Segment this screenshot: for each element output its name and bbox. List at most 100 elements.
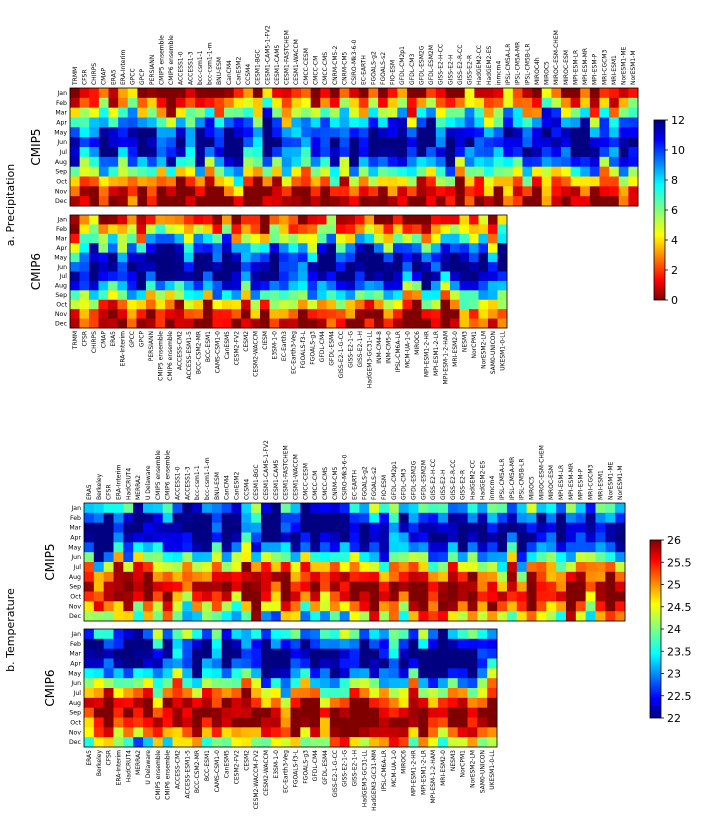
b-temperature-cmip6-cell-bcc-csm2-mr-aug — [192, 697, 203, 709]
a-precipitation-cmip6-month-label: Nov — [55, 311, 67, 318]
a-precipitation-cmip6-model-label: CMIP5 ensemble — [157, 331, 164, 381]
b-temperature-cmip5-cell-gfdl-esm2g-may — [408, 542, 419, 553]
a-precipitation-cmip5-model-label: NorESM1-ME — [621, 46, 628, 85]
a-precipitation-cmip5-cell-gfdl-cm3-sep — [406, 166, 418, 177]
a-precipitation-cmip6-cell-fgoals-f3-l-nov — [298, 309, 308, 320]
a-precipitation-cmip6-cell-mpi-esm1-2-hr-sep — [421, 290, 432, 301]
a-precipitation-cmip6-cell-cesm2-fv2-mar — [231, 233, 242, 244]
b-temperature-cmip6-cell-cesm2-waccm-fv2-dec — [251, 737, 262, 748]
a-precipitation-cmip5-model-label: CMIP6 ensemble — [168, 35, 175, 85]
b-temperature-cmip5-cell-canesm2-apr — [231, 532, 242, 543]
a-precipitation-cmip5-cell-gfdl-cm3-jul — [406, 147, 418, 158]
b-temperature-cmip6-cell-miroc6-oct — [398, 717, 409, 728]
b-temperature-cmip6-cell-bcc-csm2-mr-apr — [192, 658, 203, 669]
a-precipitation-cmip5-cell-gfdl-esm2g-may — [416, 127, 427, 138]
a-precipitation-cmip6-cell-access-cm2-jul — [174, 271, 185, 282]
b-temperature-cmip5-cell-era-interim-feb — [113, 512, 124, 524]
b-temperature-cmip6-cell-cmip6-ensemble-dec — [162, 737, 173, 748]
b-temperature-cmip5-cell-hadgem2-es-sep — [477, 581, 488, 592]
b-temperature-cmip5-model-label: GFDL-CM3 — [401, 469, 408, 500]
b-temperature-cmip5-cell-miroc5-aug — [526, 571, 537, 583]
a-precipitation-cmip5-cell-gpcp-sep — [137, 166, 148, 177]
b-temperature-cmip5-cell-ipsl-cm5b-lr-aug — [516, 571, 528, 583]
a-precipitation-cmip5-cell-era5-nov — [108, 186, 119, 197]
a-precipitation-cmip5-cell-cancm4-nov — [224, 186, 235, 197]
b-temperature-cmip6-cell-canesm5-feb — [221, 638, 232, 650]
a-precipitation-cmip5-cell-gpcc-nov — [127, 186, 138, 197]
a-precipitation-cmip5-model-label: CESM1-FASTCHEM — [284, 30, 291, 85]
b-temperature-cmip5-cell-giss-e2-r-cc-oct — [447, 591, 459, 602]
a-precipitation-cmip5-cell-mpi-esm-mr-dec — [580, 196, 591, 207]
b-temperature-cmip5-cell-gfdl-esm2g-dec — [408, 611, 419, 622]
b-temperature-cmip5-cell-gfdl-cm2p1-jul — [388, 562, 400, 573]
a-precipitation-cmip6-cell-cfsr-oct — [79, 299, 90, 310]
b-temperature-cmip6-cell-mpi-esm1-2-lr-sep — [418, 707, 429, 718]
a-precipitation-cmip5-cell-gpcp-apr — [137, 117, 148, 128]
b-temperature-cmip5-cell-giss-e2-r-sep — [457, 581, 469, 592]
a-precipitation-cmip5-cell-mpi-esm-lr-aug — [570, 156, 581, 168]
b-temperature-cmip5-cell-cfsr-apr — [103, 532, 115, 543]
a-precipitation-cmip5-cell-cesm1-fastchem-jun — [281, 137, 292, 148]
a-precipitation-cmip5-cell-fio-esm-jul — [387, 147, 398, 158]
b-temperature-cmip5-cell-era-interim-aug — [113, 571, 124, 583]
b-temperature-colorbar-tick-label: 25 — [667, 579, 681, 592]
a-precipitation-cmip6-cell-giss-e2-1-h-nov — [355, 309, 365, 320]
b-temperature-cmip5-cell-mri-esm1-jan — [595, 503, 606, 514]
a-precipitation-cmip6-cell-giss-e2-1-h-mar — [355, 233, 365, 244]
a-precipitation-cmip6-model-label: CMAP — [100, 331, 107, 348]
b-temperature-cmip5-cell-cmip5-ensemble-nov — [152, 601, 164, 612]
a-precipitation-cmip6-cell-norcpm1-jun — [469, 262, 479, 272]
b-temperature-cmip5-cell-gfdl-cm3-aug — [398, 571, 410, 583]
a-precipitation-cmip5-cell-ec-earth-dec — [358, 196, 369, 207]
a-precipitation-cmip5-cell-csiro-mk3-6-0-dec — [349, 196, 360, 207]
a-precipitation-cmip6-cell-access-esm1-5-dec — [184, 318, 194, 329]
b-temperature-cmip5-cell-gfdl-esm2m-jul — [418, 562, 429, 573]
b-temperature-cmip5-cell-cesm1-waccm-mar — [290, 522, 301, 533]
a-precipitation-cmip6-cell-canesm5-may — [222, 252, 232, 263]
b-temperature-cmip6-cell-nesm3-jun — [447, 678, 459, 689]
b-temperature-cmip5-cell-csiro-mk3-6-0-mar — [339, 522, 351, 533]
a-precipitation-cmip5-cell-hadgem2-es-dec — [483, 196, 495, 207]
a-precipitation-cmip5-cell-access1-0-oct — [175, 176, 187, 187]
b-temperature-cmip5-cell-inmcm4-jun — [487, 552, 498, 563]
a-precipitation-cmip5-cell-cesm1-bgc-jan — [252, 88, 264, 99]
a-precipitation-cmip5-cell-cesm1-cam5-feb — [272, 97, 283, 109]
b-temperature-cmip6-cell-era-interim-dec — [113, 737, 124, 748]
a-precipitation-cmip6-cell-fgoals-f3-l-dec — [298, 318, 308, 329]
a-precipitation-cmip6-cell-ec-earth3-veg-dec — [288, 318, 299, 329]
a-precipitation-cmip5-cell-mri-esm1-sep — [609, 166, 620, 177]
a-precipitation-cmip6-model-label: INM-CM4-8 — [376, 331, 383, 364]
a-precipitation-cmip5-cell-cesm1-waccm-aug — [291, 156, 302, 168]
b-temperature-cmip6-cell-cfsr-nov — [103, 727, 114, 738]
b-temperature-cmip6-cell-access-cm2-apr — [172, 658, 183, 669]
b-temperature-cmip5-cell-ipsl-cm5a-lr-apr — [497, 532, 508, 543]
b-temperature-cmip6-cell-bcc-esm1-nov — [202, 727, 213, 738]
b-temperature-cmip6-cell-mpi-esm1-2-lr-dec — [418, 737, 429, 748]
b-temperature-cmip5-cell-giss-e2-h-cc-may — [428, 542, 439, 553]
b-temperature-cmip6-cell-canesm5-dec — [221, 737, 232, 748]
b-temperature-cmip6-model-label: GISS-E2-1-G — [342, 750, 349, 787]
a-precipitation-cmip6-cell-hadgem3-gc31-ll-jan — [364, 215, 375, 225]
b-temperature-cmip6-cell-u-delaware-oct — [143, 717, 154, 728]
a-precipitation-cmip6-cell-ec-earth3-veg-oct — [288, 299, 299, 310]
b-temperature-cmip5-cell-bcc-csm1-1-aug — [192, 571, 203, 583]
b-temperature-cmip5-cell-cancm4-jan — [221, 503, 233, 514]
a-precipitation-cmip6-cell-persiann-nov — [146, 309, 156, 320]
b-temperature-cmip5-cell-mpi-esm-lr-sep — [556, 581, 567, 592]
b-temperature-cmip6-cell-giss-e2-1-g-jun — [339, 678, 350, 689]
b-temperature-cmip6-cell-mpi-esm1-2-lr-nov — [418, 727, 429, 738]
a-precipitation-cmip6-cell-fgoals-f3-l-aug — [298, 280, 308, 291]
b-temperature-cmip5-cell-cesm1-bgc-may — [251, 542, 262, 553]
b-temperature-cmip6-cell-e3sm-1-0-apr — [270, 658, 282, 669]
b-temperature-cmip5-cell-hadgem2-es-jun — [477, 552, 488, 563]
b-temperature-cmip5-cell-cmcc-cms-may — [320, 542, 331, 553]
b-temperature-cmip6-cell-giss-e2-1-h-mar — [349, 648, 360, 659]
a-precipitation-cmip5-cell-hadgem2-cc-mar — [474, 107, 485, 118]
b-temperature-cmip6-cell-cesm2-may — [241, 668, 252, 679]
a-precipitation-cmip5-cell-access1-3-oct — [185, 176, 196, 187]
a-precipitation-cmip5-model-label: TRMM — [72, 67, 79, 86]
b-temperature-cmip6-month-label: Jul — [73, 690, 82, 697]
a-precipitation-cmip5-cell-inmcm4-may — [493, 127, 504, 138]
b-temperature-cmip5-cell-access1-0-sep — [172, 581, 183, 592]
a-precipitation-cmip5-cell-era-interim-jun — [118, 137, 129, 148]
